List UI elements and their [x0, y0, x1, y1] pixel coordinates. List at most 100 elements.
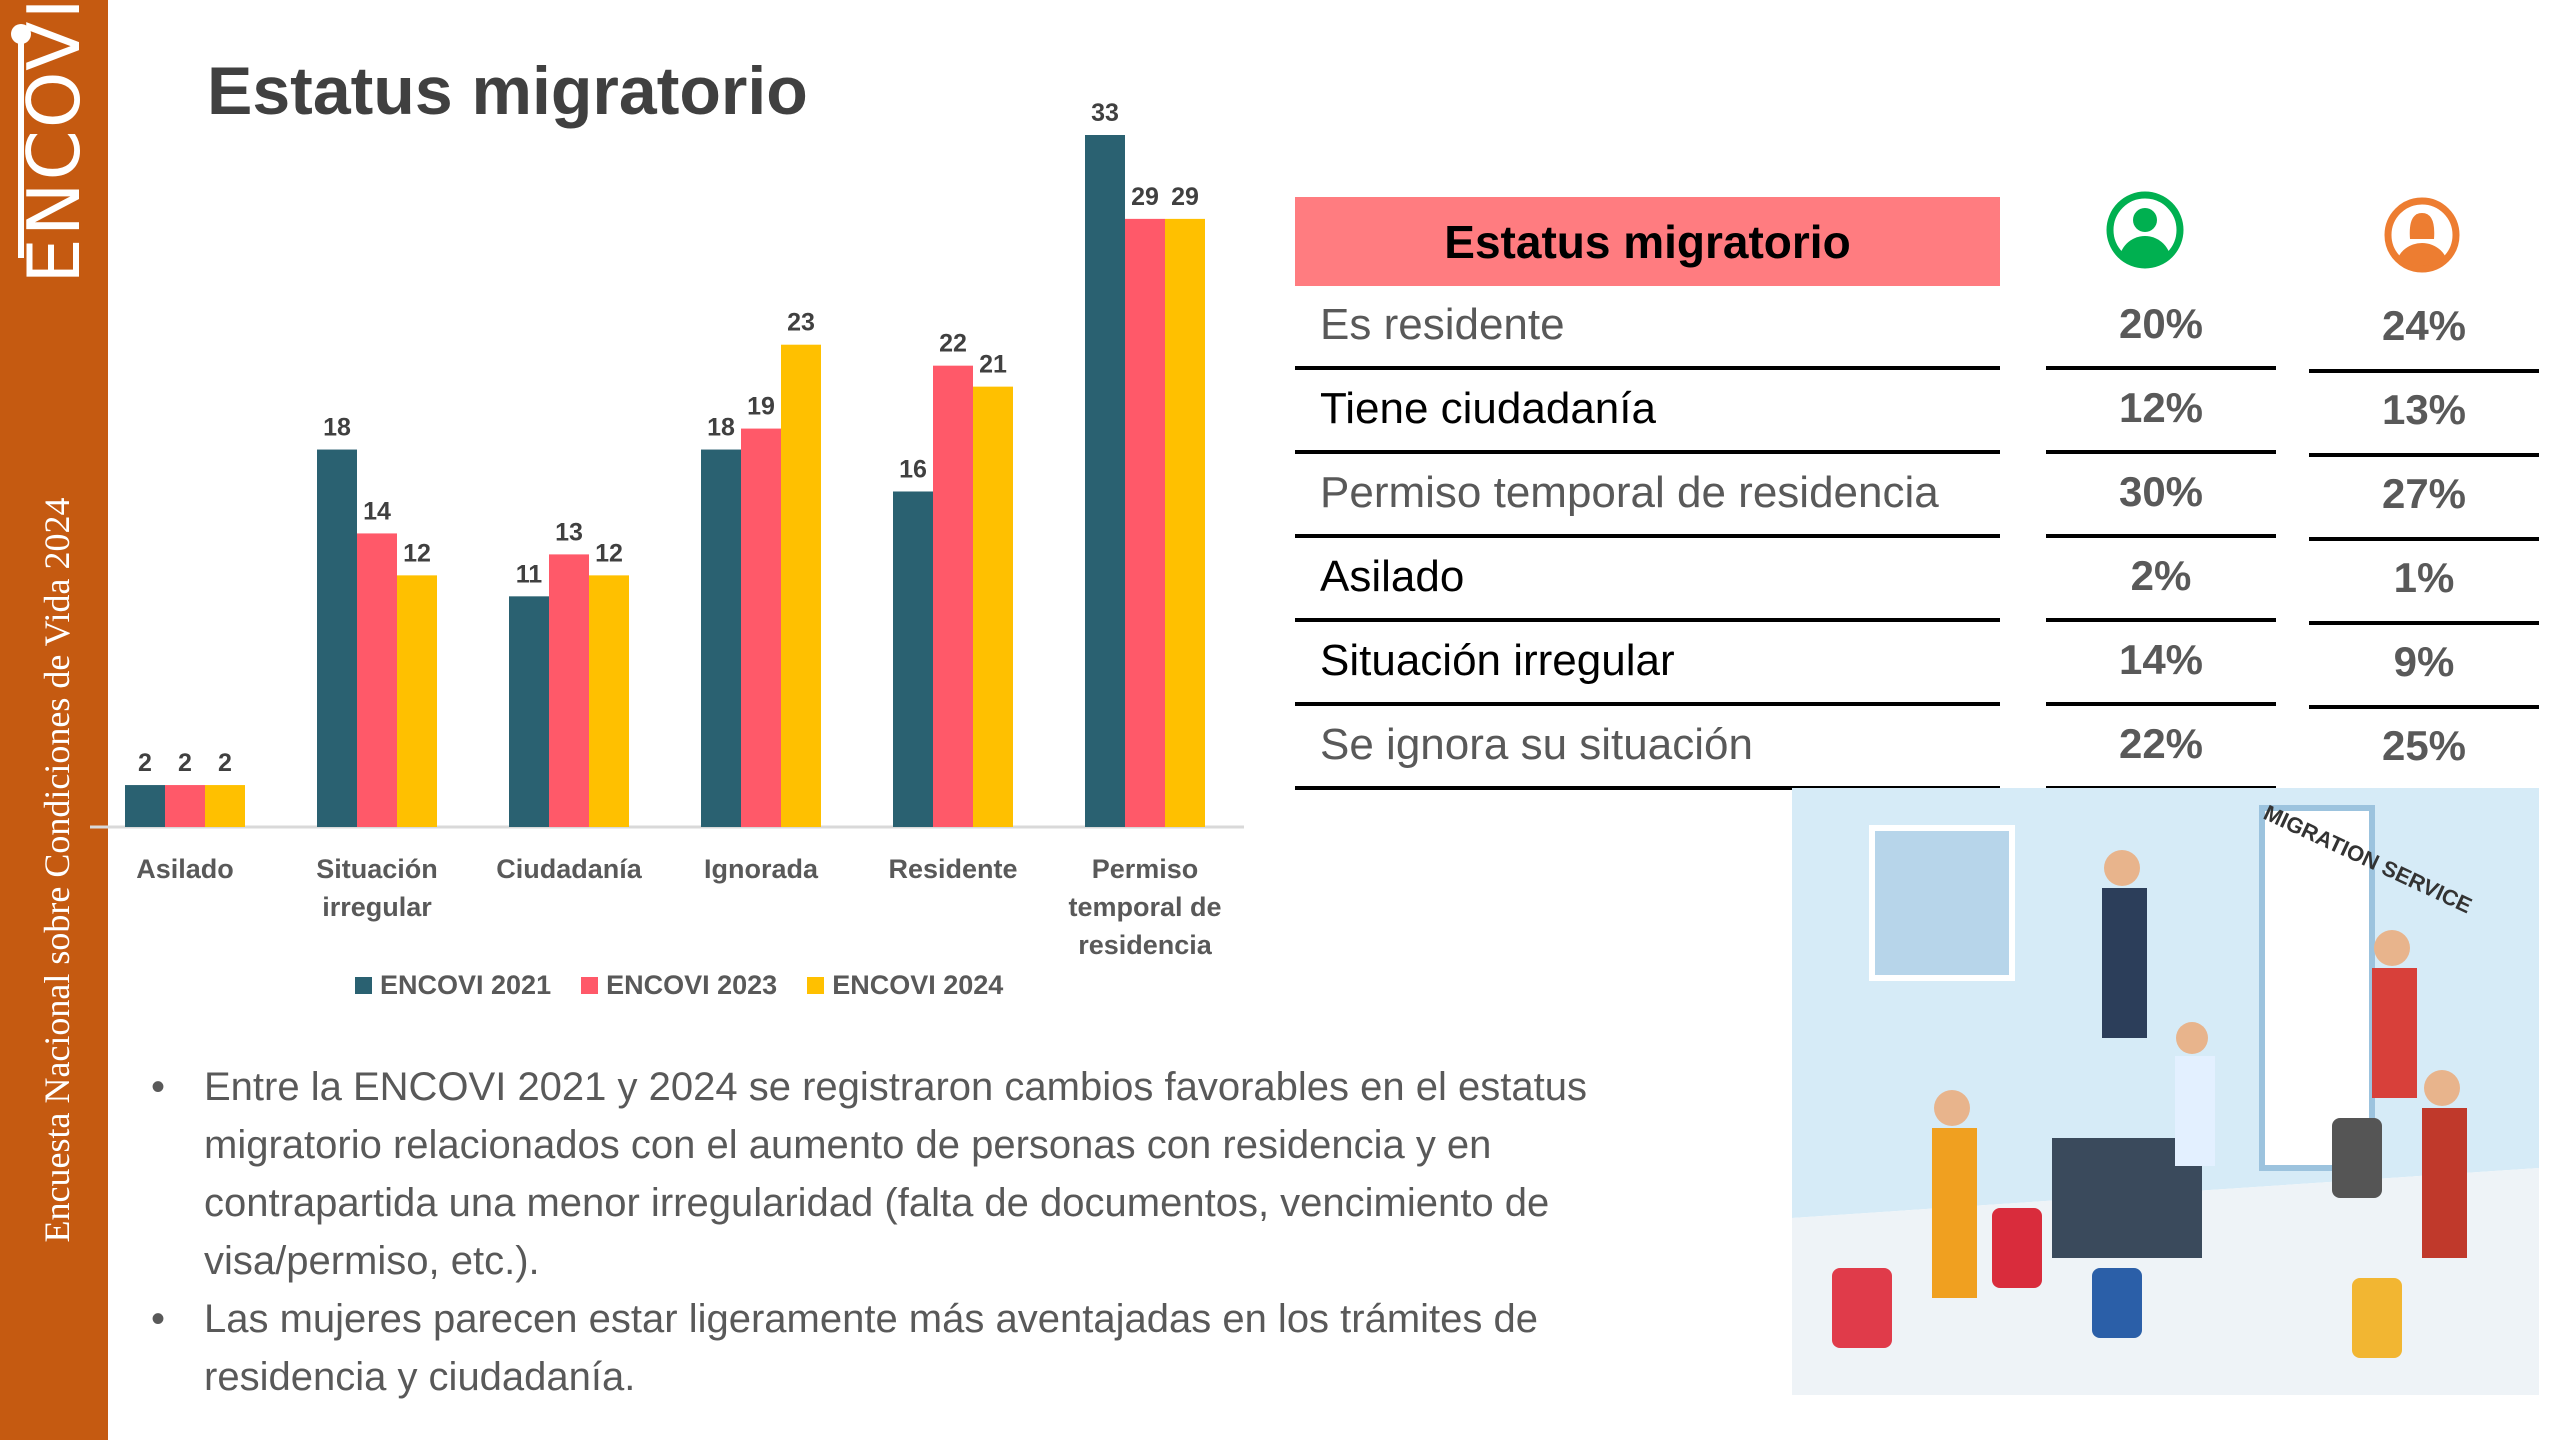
data-label: 12 [595, 539, 623, 567]
row-divider [2309, 537, 2539, 541]
data-label: 19 [747, 393, 775, 421]
row-divider [1295, 450, 2000, 454]
chart-legend: ENCOVI 2021 ENCOVI 2023 ENCOVI 2024 [355, 970, 1003, 1001]
row-label: Asilado [1320, 552, 1465, 601]
row-divider [1295, 786, 2000, 790]
row-divider [2046, 534, 2276, 538]
bar [357, 533, 397, 827]
table-row: Asilado 2% 1% [0, 538, 2560, 625]
row-label: Situación irregular [1320, 636, 1675, 685]
data-label: 22 [939, 330, 967, 358]
bar [397, 575, 437, 827]
row-label: Se ignora su situación [1320, 720, 1753, 769]
male-person-icon [2106, 191, 2184, 269]
table-row: Se ignora su situación 22% 25% [0, 706, 2560, 793]
data-label: 13 [555, 518, 583, 546]
data-label: 18 [707, 414, 735, 442]
row-divider [2046, 702, 2276, 706]
row-divider [1295, 702, 2000, 706]
bar [509, 596, 549, 827]
bar [589, 575, 629, 827]
legend-item: ENCOVI 2023 [581, 970, 777, 1001]
bullet-list: Entre la ENCOVI 2021 y 2024 se registrar… [151, 1058, 1731, 1406]
legend-item: ENCOVI 2021 [355, 970, 551, 1001]
row-divider [2309, 621, 2539, 625]
table-row: Tiene ciudadanía 12% 13% [0, 370, 2560, 457]
data-label: 29 [1131, 183, 1159, 211]
table-row: Situación irregular 14% 9% [0, 622, 2560, 709]
bar [1165, 218, 1205, 827]
women-value: 13% [2381, 386, 2467, 433]
bar [973, 386, 1013, 827]
migration-office-illustration: MIGRATION SERVICE [1792, 788, 2539, 1395]
bar [701, 449, 741, 827]
bar [933, 365, 973, 827]
logo-dot [11, 24, 31, 44]
row-label: Tiene ciudadanía [1320, 384, 1656, 433]
legend-swatch [807, 977, 825, 994]
men-value: 14% [2118, 636, 2204, 683]
data-label: 23 [787, 309, 815, 337]
data-label: 2 [138, 749, 152, 777]
data-label: 2 [178, 749, 192, 777]
men-value: 20% [2118, 300, 2204, 347]
bar [1085, 135, 1125, 827]
bar [205, 785, 245, 827]
row-divider [1295, 618, 2000, 622]
bar [125, 785, 165, 827]
data-label: 21 [979, 351, 1007, 379]
women-value: 1% [2393, 554, 2455, 601]
table-row: Permiso temporal de residencia 30% 27% [0, 454, 2560, 541]
legend-swatch [581, 977, 599, 994]
logo-bar [18, 30, 24, 258]
row-divider [1295, 366, 2000, 370]
men-value: 12% [2118, 384, 2204, 431]
bullet-item: Entre la ENCOVI 2021 y 2024 se registrar… [151, 1058, 1731, 1290]
women-value: 25% [2381, 722, 2467, 769]
category-label: Residente [888, 854, 1017, 884]
category-label: Permiso temporal de residencia [1068, 854, 1221, 960]
men-value: 2% [2130, 552, 2192, 599]
data-label: 14 [363, 497, 391, 525]
category-label: Ciudadanía [496, 854, 643, 884]
bar [741, 428, 781, 827]
data-label: 12 [403, 539, 431, 567]
female-person-icon [2384, 197, 2460, 273]
legend-swatch [355, 977, 372, 994]
table-row: Es residente 20% 24% [0, 286, 2560, 373]
row-divider [2046, 618, 2276, 622]
legend-label: ENCOVI 2023 [606, 970, 778, 1000]
women-value: 24% [2381, 302, 2467, 349]
row-divider [2309, 705, 2539, 709]
data-label: 29 [1171, 183, 1199, 211]
bar [1125, 218, 1165, 827]
legend-label: ENCOVI 2021 [380, 970, 552, 1000]
bar [317, 449, 357, 827]
category-label: Asilado [136, 854, 234, 884]
bar [549, 554, 589, 827]
row-divider [2309, 453, 2539, 457]
men-value: 22% [2118, 720, 2204, 767]
data-label: 33 [1091, 99, 1119, 127]
women-value: 9% [2393, 638, 2455, 685]
data-label: 11 [516, 560, 543, 588]
sidebar: ENCOVI Encuesta Nacional sobre Condicion… [0, 0, 108, 1440]
row-divider [1295, 534, 2000, 538]
category-label: Ignorada [704, 854, 819, 884]
row-label: Es residente [1320, 300, 1565, 349]
bar [893, 491, 933, 827]
data-label: 2 [218, 749, 232, 777]
row-divider [2046, 366, 2276, 370]
row-divider [2046, 450, 2276, 454]
women-value: 27% [2381, 470, 2467, 517]
row-label: Permiso temporal de residencia [1320, 468, 1939, 517]
category-label: Situación irregular [316, 854, 438, 922]
legend-item: ENCOVI 2024 [807, 970, 1003, 1001]
table-header: Estatus migratorio [1295, 197, 2000, 286]
data-label: 18 [323, 414, 351, 442]
bar [165, 785, 205, 827]
bullet-item: Las mujeres parecen estar ligeramente má… [151, 1290, 1731, 1406]
row-divider [2309, 369, 2539, 373]
page-title: Estatus migratorio [207, 53, 808, 129]
